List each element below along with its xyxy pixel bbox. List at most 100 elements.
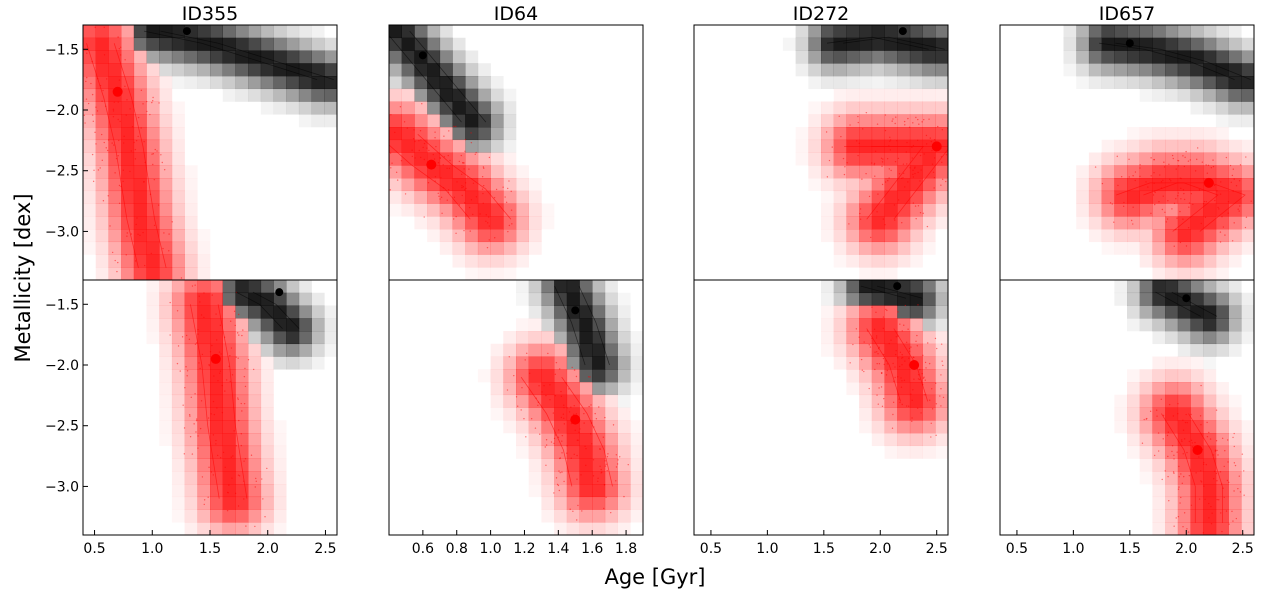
heatmap-cell — [184, 203, 198, 217]
heatmap-cell — [490, 139, 504, 153]
heatmap-cell — [171, 292, 185, 306]
heatmap-cell — [630, 496, 643, 510]
scatter-point — [219, 372, 221, 374]
heatmap-cell — [1215, 522, 1229, 535]
heatmap-cell — [1215, 127, 1229, 141]
heatmap-cell — [897, 445, 911, 459]
heatmap-cell — [477, 88, 491, 102]
scatter-point — [561, 440, 563, 442]
heatmap-cell — [1190, 88, 1204, 102]
scatter-point — [576, 478, 578, 480]
panel-heatmap — [146, 280, 337, 535]
heatmap-cell — [121, 152, 135, 166]
heatmap-cell — [171, 139, 185, 153]
scatter-point — [254, 486, 256, 488]
heatmap-cell — [909, 190, 923, 204]
heatmap-cell — [146, 76, 160, 90]
black-contour — [554, 285, 586, 366]
scatter-point — [1202, 463, 1205, 466]
scatter-point — [859, 218, 862, 220]
scatter-point — [169, 334, 171, 336]
heatmap-cell — [171, 63, 185, 77]
scatter-point — [464, 182, 467, 184]
scatter-point — [482, 202, 484, 204]
heatmap-cell — [1177, 203, 1191, 217]
heatmap-cell — [833, 63, 847, 77]
scatter-point — [1195, 472, 1197, 474]
heatmap-cell — [108, 76, 122, 90]
scatter-point — [931, 149, 933, 152]
heatmap-cell — [184, 331, 198, 345]
heatmap-cell — [909, 331, 923, 345]
heatmap-cell — [197, 433, 211, 447]
heatmap-cell — [871, 178, 885, 192]
heatmap-cell — [273, 471, 287, 485]
heatmap-cell — [1190, 101, 1204, 115]
scatter-point — [539, 433, 541, 435]
heatmap-cell — [210, 292, 223, 306]
heatmap-cell — [83, 216, 96, 230]
heatmap-cell — [1165, 152, 1179, 166]
heatmap-cell — [171, 25, 185, 39]
scatter-point — [1233, 222, 1235, 224]
heatmap-cell — [273, 509, 287, 523]
scatter-point — [895, 336, 898, 338]
scatter-point — [113, 101, 116, 103]
scatter-point — [448, 167, 451, 170]
scatter-point — [607, 453, 609, 455]
scatter-point — [1179, 241, 1182, 244]
scatter-point — [423, 158, 426, 161]
scatter-point — [195, 419, 198, 422]
scatter-point — [111, 142, 113, 144]
scatter-point — [915, 116, 917, 119]
heatmap-cell — [516, 382, 529, 396]
heatmap-cell — [452, 152, 466, 166]
heatmap-cell — [1165, 165, 1179, 179]
panel-heatmap — [782, 25, 948, 280]
heatmap-cell — [516, 356, 529, 370]
heatmap-cell — [1177, 165, 1191, 179]
scatter-point — [912, 144, 915, 147]
scatter-point — [1178, 476, 1180, 478]
scatter-point — [904, 186, 906, 188]
heatmap-cell — [528, 331, 542, 345]
scatter-point — [1226, 479, 1229, 482]
heatmap-cell — [427, 127, 441, 141]
scatter-point — [1243, 494, 1245, 496]
heatmap-cell — [833, 127, 847, 141]
heatmap-cell — [159, 76, 173, 90]
heatmap-cell — [1228, 331, 1242, 345]
heatmap-cell — [184, 356, 198, 370]
scatter-point — [137, 135, 139, 138]
heatmap-cell — [516, 331, 529, 345]
heatmap-cell — [884, 127, 898, 141]
scatter-point — [566, 452, 568, 454]
heatmap-cell — [528, 216, 542, 230]
heatmap-cell — [1152, 292, 1166, 306]
heatmap-cell — [1177, 331, 1191, 345]
scatter-point — [606, 469, 608, 472]
heatmap-cell — [808, 63, 822, 77]
heatmap-cell — [260, 76, 274, 90]
heatmap-cell — [808, 76, 822, 90]
heatmap-cell — [1228, 305, 1242, 319]
scatter-point — [1220, 512, 1222, 514]
scatter-point — [185, 334, 188, 337]
x-tick-label: 2.5 — [314, 541, 336, 557]
heatmap-cell — [477, 216, 491, 230]
heatmap-cell — [909, 63, 923, 77]
heatmap-cell — [846, 114, 860, 128]
scatter-point — [1203, 485, 1205, 487]
heatmap-cell — [579, 509, 593, 523]
scatter-point — [563, 404, 565, 406]
scatter-point — [452, 218, 455, 220]
heatmap-cell — [465, 267, 478, 280]
heatmap-cell — [184, 305, 198, 319]
scatter-point — [883, 397, 885, 400]
heatmap-cell — [389, 204, 402, 217]
heatmap-cell — [579, 356, 593, 370]
heatmap-cell — [171, 280, 185, 294]
heatmap-cell — [909, 343, 923, 357]
heatmap-cell — [222, 458, 236, 472]
red-peak-point — [931, 141, 942, 152]
